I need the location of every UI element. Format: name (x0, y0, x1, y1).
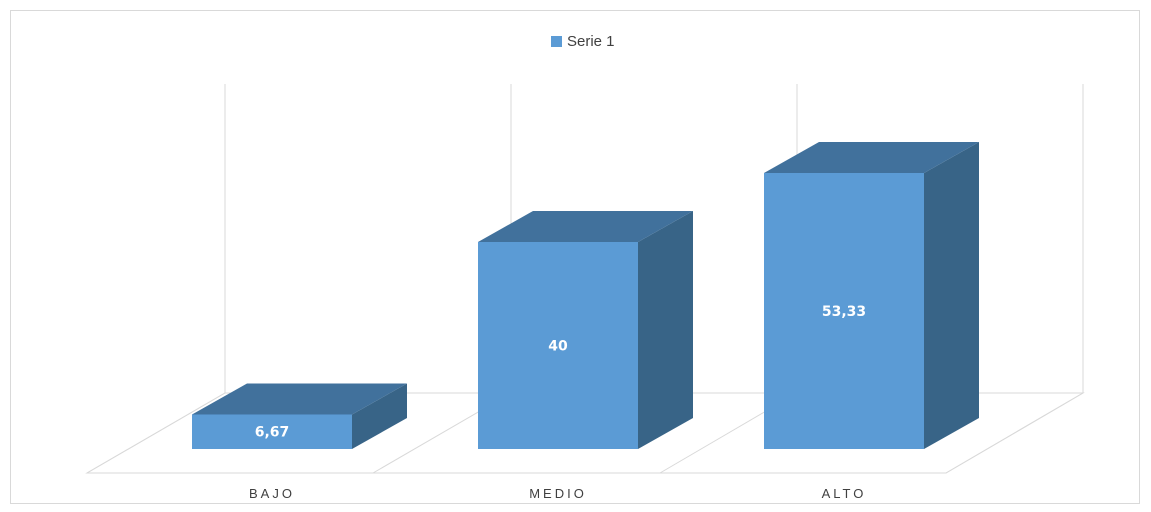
data-label-alto: 53,33 (822, 304, 866, 320)
category-label-medio: MEDIO (529, 486, 587, 501)
category-label-bajo: BAJO (249, 486, 295, 501)
data-label-medio: 40 (548, 338, 568, 354)
category-label-alto: ALTO (822, 486, 867, 501)
legend: Serie 1 (551, 33, 615, 50)
legend-label: Serie 1 (567, 33, 615, 50)
bar-layer (192, 142, 979, 449)
bar-medio (478, 211, 693, 449)
bar-side-alto (924, 142, 979, 449)
bar-alto (764, 142, 979, 449)
bar-side-medio (638, 211, 693, 449)
legend-swatch (551, 36, 562, 47)
data-label-bajo: 6,67 (255, 425, 290, 441)
